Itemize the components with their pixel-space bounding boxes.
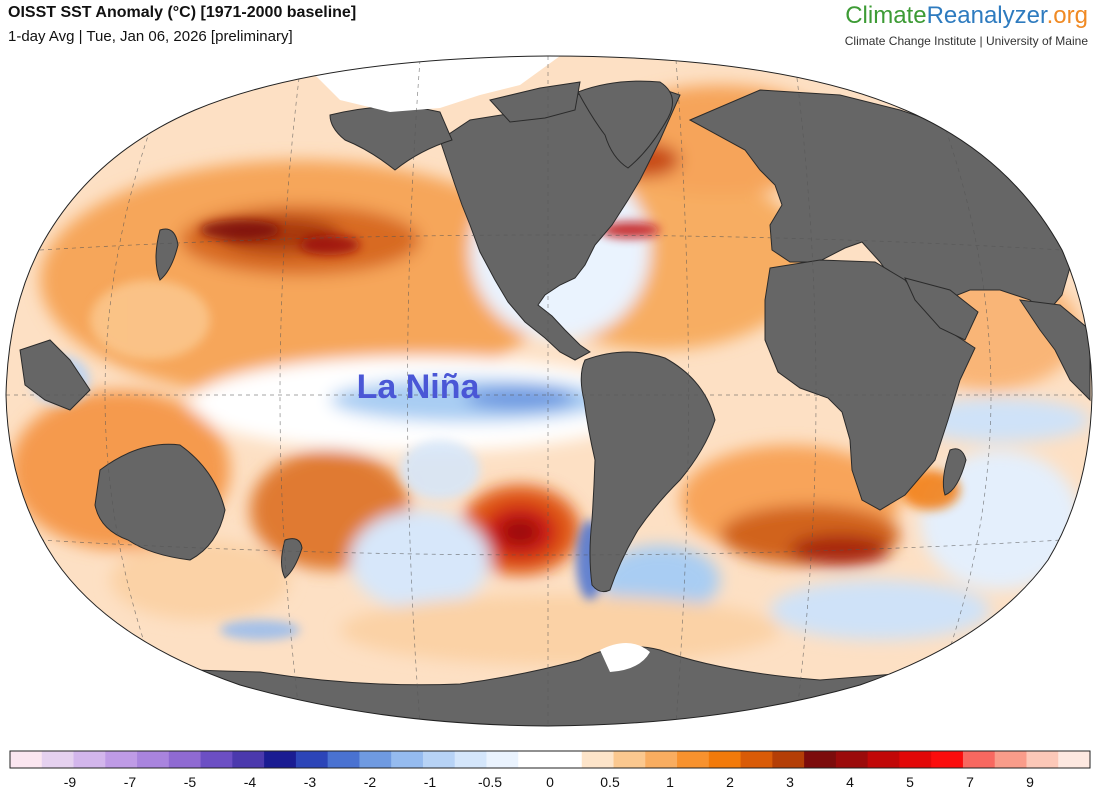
australia <box>94 443 226 561</box>
graticule <box>6 56 1092 726</box>
colorbar-tick-label: 4 <box>846 774 854 790</box>
brand-logo-part-org: .org <box>1046 2 1088 29</box>
greenland <box>577 80 673 169</box>
colorbar-cell <box>295 751 329 768</box>
colorbar-cell <box>740 751 773 768</box>
colorbar-cell <box>962 751 996 768</box>
brand-logo-part-climate: Climate <box>845 2 927 29</box>
colorbar-cell <box>581 751 615 768</box>
colorbar-cell <box>1058 751 1091 768</box>
colorbar-tick-label: -1 <box>424 774 437 790</box>
colorbar-cell <box>867 751 900 768</box>
map-subtitle: 1-day Avg | Tue, Jan 06, 2026 [prelimina… <box>8 28 293 45</box>
brand-logo[interactable]: ClimateReanalyzer.org <box>845 2 1088 30</box>
colorbar-cell <box>677 751 710 768</box>
colorbar: -9 -7 -5 -4 -3 -2 -1 -0.5 0 0.5 1 2 3 4 5 7 9 <box>9 750 1091 790</box>
new-zealand <box>281 538 303 579</box>
colorbar-cell <box>10 751 43 768</box>
colorbar-tick-label: 2 <box>726 774 734 790</box>
colorbar-cells <box>10 751 1091 768</box>
colorbar-tick-label: -4 <box>244 774 257 790</box>
colorbar-tick-label: 5 <box>906 774 914 790</box>
colorbar-tick-label: 7 <box>966 774 974 790</box>
globe-outline <box>5 55 1093 727</box>
colorbar-cell <box>994 751 1027 768</box>
colorbar-cell <box>804 751 837 768</box>
colorbar-cell <box>168 751 202 768</box>
colorbar-cell <box>422 751 456 768</box>
colorbar-cell <box>327 751 360 768</box>
colorbar-tick-labels: -9 -7 -5 -4 -3 -2 -1 -0.5 0 0.5 1 2 3 4 5 7 9 <box>64 774 1034 790</box>
colorbar-cell <box>264 751 297 768</box>
colorbar-cell <box>454 751 487 768</box>
colorbar-tick-label: -9 <box>64 774 77 790</box>
la-nina-label: La Niña <box>357 368 481 406</box>
colorbar-tick-label: -3 <box>304 774 317 790</box>
colorbar-cell <box>359 751 392 768</box>
colorbar-cell <box>1026 751 1059 768</box>
colorbar-tick-label: 9 <box>1026 774 1034 790</box>
colorbar-cell <box>232 751 265 768</box>
colorbar-tick-label: -0.5 <box>478 774 502 790</box>
madagascar <box>942 448 967 496</box>
sst-anomaly-map: La Niña <box>5 55 1093 727</box>
sea-ice <box>300 56 650 672</box>
colorbar-tick-label: -7 <box>124 774 137 790</box>
colorbar-tick-label: -2 <box>364 774 377 790</box>
arctic-islands <box>489 81 581 123</box>
colorbar-cell <box>645 751 678 768</box>
colorbar-frame <box>9 750 1091 769</box>
colorbar-cell <box>708 751 742 768</box>
colorbar-cell <box>105 751 138 768</box>
maritime-continent <box>19 339 91 411</box>
arabia <box>904 277 979 341</box>
colorbar-tick-label: 1 <box>666 774 674 790</box>
colorbar-cell <box>391 751 424 768</box>
brand-logo-part-reanalyzer: Reanalyzer <box>926 2 1047 29</box>
colorbar-cell <box>73 751 106 768</box>
colorbar-cell <box>835 751 869 768</box>
japan <box>155 228 179 281</box>
colorbar-cell <box>137 751 170 768</box>
colorbar-cell <box>931 751 964 768</box>
south-america <box>580 351 716 593</box>
colorbar-tick-label: 0 <box>546 774 554 790</box>
colorbar-cell <box>41 751 75 768</box>
colorbar-cell <box>772 751 805 768</box>
map-title: OISST SST Anomaly (°C) [1971-2000 baseli… <box>8 4 357 21</box>
colorbar-tick-label: -5 <box>184 774 197 790</box>
india-se-asia <box>1018 299 1091 402</box>
colorbar-cell <box>899 751 932 768</box>
colorbar-tick-label: 0.5 <box>600 774 620 790</box>
colorbar-cell <box>518 751 551 768</box>
colorbar-cell <box>550 751 583 768</box>
brand-affiliation: Climate Change Institute | University of… <box>844 34 1088 48</box>
colorbar-cell <box>200 751 233 768</box>
colorbar-cell <box>613 751 646 768</box>
colorbar-tick-label: 3 <box>786 774 794 790</box>
colorbar-cell <box>486 751 519 768</box>
